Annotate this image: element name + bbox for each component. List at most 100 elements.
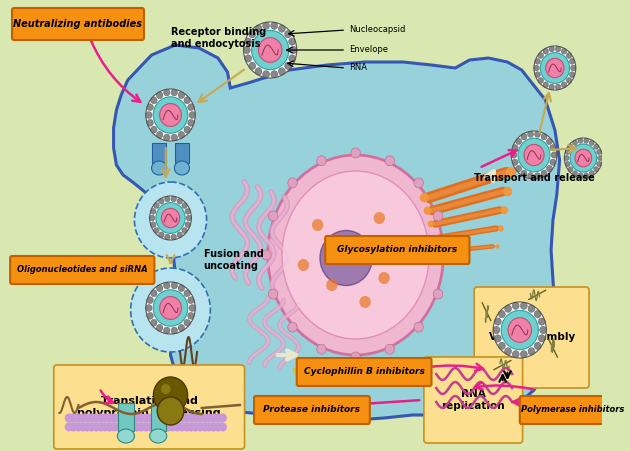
Circle shape	[159, 297, 181, 319]
Circle shape	[428, 221, 434, 227]
Circle shape	[512, 302, 519, 309]
Text: Transport and release: Transport and release	[474, 173, 594, 183]
Circle shape	[535, 72, 541, 78]
Bar	[151, 403, 166, 431]
Circle shape	[78, 423, 87, 432]
Circle shape	[538, 53, 544, 59]
Circle shape	[561, 82, 567, 87]
Circle shape	[65, 414, 73, 423]
Circle shape	[543, 48, 548, 54]
Circle shape	[105, 423, 114, 432]
Circle shape	[83, 414, 91, 423]
Circle shape	[205, 414, 214, 423]
Circle shape	[171, 134, 178, 141]
Circle shape	[550, 159, 556, 166]
Circle shape	[78, 414, 87, 423]
Circle shape	[432, 235, 437, 240]
Circle shape	[578, 138, 583, 143]
Circle shape	[598, 156, 602, 161]
Circle shape	[171, 282, 178, 289]
Circle shape	[546, 58, 564, 78]
Circle shape	[520, 302, 527, 309]
Circle shape	[151, 423, 159, 432]
Circle shape	[110, 423, 118, 432]
Circle shape	[535, 59, 541, 64]
Circle shape	[192, 414, 200, 423]
Circle shape	[205, 423, 214, 432]
Circle shape	[151, 222, 156, 227]
Circle shape	[178, 285, 185, 291]
Text: RNA: RNA	[349, 64, 367, 73]
Circle shape	[288, 178, 297, 188]
Circle shape	[268, 211, 278, 221]
Circle shape	[565, 149, 570, 155]
Circle shape	[159, 198, 164, 204]
Circle shape	[326, 279, 338, 291]
Circle shape	[498, 311, 505, 318]
Circle shape	[171, 234, 176, 240]
Circle shape	[164, 134, 170, 141]
Circle shape	[290, 46, 297, 54]
FancyBboxPatch shape	[54, 365, 244, 449]
Circle shape	[578, 173, 583, 178]
Circle shape	[244, 38, 251, 45]
Circle shape	[185, 222, 190, 227]
Circle shape	[83, 423, 91, 432]
Circle shape	[288, 322, 297, 332]
Circle shape	[550, 145, 556, 151]
Circle shape	[159, 232, 164, 238]
Circle shape	[493, 327, 500, 334]
Circle shape	[177, 198, 183, 204]
Circle shape	[96, 414, 105, 423]
Circle shape	[503, 187, 512, 196]
Circle shape	[92, 423, 100, 432]
Ellipse shape	[320, 230, 372, 285]
Circle shape	[540, 327, 547, 334]
Circle shape	[169, 414, 177, 423]
Circle shape	[171, 196, 176, 202]
FancyBboxPatch shape	[10, 256, 154, 284]
Circle shape	[546, 138, 553, 144]
Circle shape	[541, 53, 570, 83]
Circle shape	[538, 335, 545, 342]
Circle shape	[556, 84, 561, 90]
Text: RNA
replication: RNA replication	[442, 389, 505, 411]
Circle shape	[161, 208, 180, 228]
Circle shape	[188, 313, 194, 319]
Circle shape	[88, 414, 96, 423]
Circle shape	[593, 167, 598, 172]
Text: Fusion and
uncoating: Fusion and uncoating	[203, 249, 263, 271]
Circle shape	[534, 342, 541, 350]
Circle shape	[589, 170, 594, 176]
Circle shape	[161, 384, 171, 394]
Circle shape	[593, 144, 598, 149]
Circle shape	[359, 296, 371, 308]
Circle shape	[154, 228, 159, 233]
Circle shape	[249, 31, 256, 38]
Circle shape	[146, 304, 152, 311]
Circle shape	[244, 55, 251, 62]
Circle shape	[147, 120, 153, 126]
Circle shape	[249, 62, 256, 69]
Circle shape	[385, 156, 394, 166]
Circle shape	[146, 111, 152, 118]
Circle shape	[200, 423, 209, 432]
Circle shape	[171, 327, 178, 334]
Circle shape	[534, 173, 541, 179]
Circle shape	[243, 46, 250, 54]
Circle shape	[385, 344, 394, 354]
Circle shape	[512, 159, 518, 166]
Circle shape	[379, 272, 390, 284]
Circle shape	[149, 215, 155, 221]
Circle shape	[573, 140, 578, 145]
Circle shape	[538, 318, 545, 325]
Circle shape	[132, 414, 141, 423]
Circle shape	[423, 207, 432, 215]
Circle shape	[261, 250, 271, 260]
Circle shape	[185, 208, 190, 214]
Text: Nucleocapsid: Nucleocapsid	[349, 26, 405, 34]
Circle shape	[495, 244, 500, 249]
Circle shape	[541, 170, 547, 176]
Circle shape	[88, 423, 96, 432]
Circle shape	[534, 311, 541, 318]
